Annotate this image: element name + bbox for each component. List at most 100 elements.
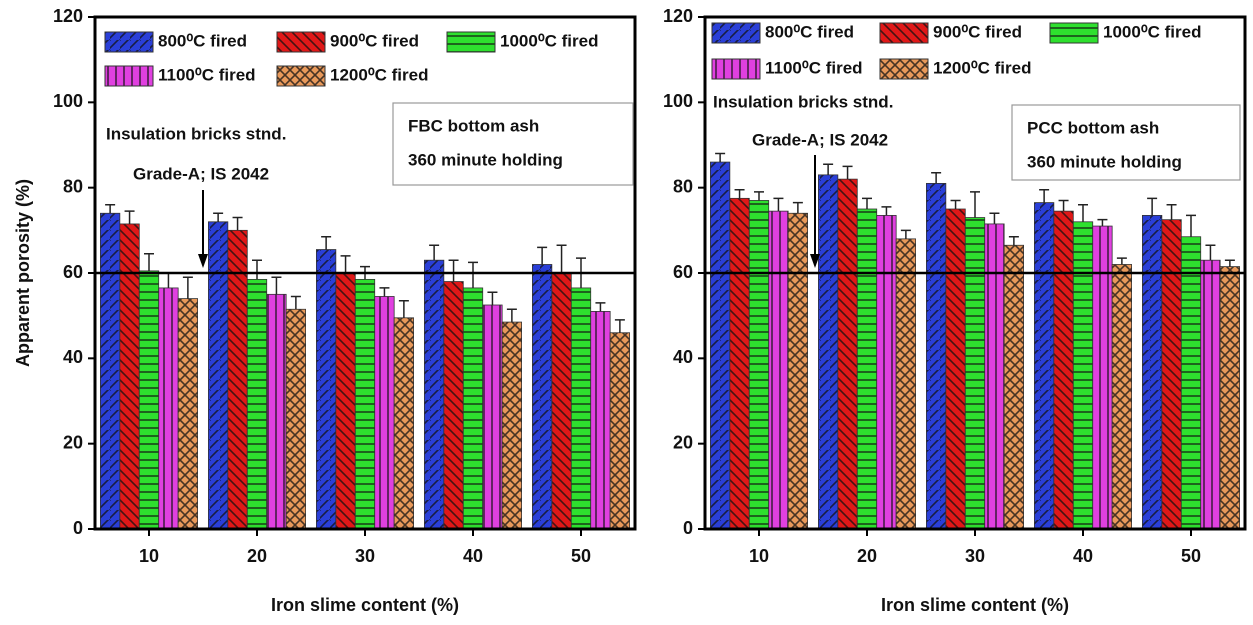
x-tick-label: 50 bbox=[571, 546, 591, 566]
error-bar bbox=[556, 244, 567, 273]
bar bbox=[462, 287, 484, 530]
bar bbox=[266, 293, 287, 530]
error-bar bbox=[1058, 199, 1069, 212]
y-tick-label: 120 bbox=[53, 6, 83, 26]
x-tick-label: 20 bbox=[857, 546, 877, 566]
y-axis-label: Apparent porosity (%) bbox=[13, 179, 33, 367]
x-axis-label: Iron slime content (%) bbox=[881, 595, 1069, 615]
legend-label: 900⁰C fired bbox=[933, 22, 1022, 41]
error-bar bbox=[1166, 203, 1177, 220]
x-tick-label: 30 bbox=[355, 546, 375, 566]
bar bbox=[710, 161, 731, 530]
y-tick-label: 80 bbox=[673, 176, 693, 196]
bar bbox=[570, 287, 592, 530]
legend-swatch bbox=[446, 31, 496, 53]
error-bar bbox=[734, 189, 745, 199]
legend-label: 800⁰C fired bbox=[158, 31, 247, 50]
y-tick-label: 100 bbox=[663, 91, 693, 111]
bar bbox=[984, 223, 1005, 530]
bar bbox=[856, 208, 878, 530]
x-axis-label: Iron slime content (%) bbox=[271, 595, 459, 615]
y-tick-label: 20 bbox=[63, 432, 83, 452]
bar bbox=[1092, 225, 1113, 530]
legend-label: 1200⁰C fired bbox=[330, 65, 428, 84]
error-bar bbox=[931, 171, 942, 184]
bar bbox=[876, 214, 897, 530]
legend-swatch bbox=[276, 65, 326, 87]
bar bbox=[285, 308, 307, 530]
legend-swatch bbox=[276, 31, 326, 53]
legend-label: 1000⁰C fired bbox=[500, 31, 598, 50]
x-tick-label: 40 bbox=[463, 546, 483, 566]
bar bbox=[335, 272, 356, 530]
legend-swatch bbox=[711, 58, 761, 80]
y-tick-label: 0 bbox=[73, 518, 83, 538]
arrow-head bbox=[198, 254, 208, 268]
error-bar bbox=[124, 210, 135, 224]
annotation: Grade-A; IS 2042 bbox=[752, 130, 888, 149]
y-tick-label: 0 bbox=[683, 518, 693, 538]
error-bar bbox=[340, 255, 351, 273]
error-bar bbox=[970, 191, 980, 218]
legend-label: 800⁰C fired bbox=[765, 22, 854, 41]
error-bar bbox=[900, 229, 911, 239]
legend-label: 1100⁰C fired bbox=[765, 58, 863, 77]
y-tick-label: 40 bbox=[673, 347, 693, 367]
bar bbox=[1219, 266, 1241, 530]
error-bar bbox=[1039, 189, 1050, 203]
bar bbox=[609, 332, 630, 530]
error-bar bbox=[398, 299, 409, 318]
legend-swatch bbox=[879, 22, 929, 44]
y-tick-label: 60 bbox=[673, 262, 693, 282]
bar bbox=[374, 296, 395, 530]
error-bar bbox=[506, 308, 517, 323]
bar bbox=[177, 298, 199, 530]
bar bbox=[837, 178, 858, 530]
bar bbox=[768, 210, 789, 530]
error-bar bbox=[1186, 214, 1196, 237]
error-bar bbox=[232, 216, 243, 231]
legend-label: 1100⁰C fired bbox=[158, 65, 256, 84]
error-bar bbox=[379, 287, 390, 297]
bar bbox=[501, 321, 523, 530]
error-bar bbox=[842, 165, 853, 180]
error-bar bbox=[271, 276, 282, 295]
error-bar bbox=[1097, 218, 1108, 227]
bar bbox=[1180, 236, 1202, 530]
y-tick-label: 100 bbox=[53, 91, 83, 111]
error-bar bbox=[595, 302, 606, 312]
bar bbox=[100, 212, 121, 530]
bar bbox=[551, 272, 572, 530]
error-bar bbox=[881, 206, 892, 216]
bar bbox=[787, 212, 808, 530]
bar bbox=[926, 182, 947, 530]
x-tick-label: 10 bbox=[749, 546, 769, 566]
error-bar bbox=[950, 199, 961, 209]
error-bar bbox=[537, 246, 548, 265]
bar bbox=[423, 259, 445, 530]
x-tick-label: 30 bbox=[965, 546, 985, 566]
note-text: 360 minute holding bbox=[1027, 152, 1182, 171]
error-bar bbox=[862, 197, 872, 209]
error-bar bbox=[1008, 235, 1019, 246]
annotation: Insulation bricks stnd. bbox=[713, 92, 893, 111]
bar bbox=[590, 310, 611, 530]
bar bbox=[1053, 210, 1074, 530]
arrow-head bbox=[810, 254, 820, 268]
error-bar bbox=[468, 261, 478, 288]
bar bbox=[1003, 244, 1024, 530]
note-text: PCC bottom ash bbox=[1027, 118, 1159, 137]
bar bbox=[945, 208, 966, 530]
error-bar bbox=[144, 253, 154, 271]
annotation: Insulation bricks stnd. bbox=[106, 124, 286, 143]
annotation: Grade-A; IS 2042 bbox=[133, 164, 269, 183]
y-tick-label: 80 bbox=[63, 176, 83, 196]
bar bbox=[818, 174, 839, 530]
bar bbox=[354, 278, 376, 530]
bar bbox=[207, 221, 229, 530]
error-bar bbox=[1224, 259, 1235, 267]
y-tick-label: 20 bbox=[673, 432, 693, 452]
error-bar bbox=[163, 272, 174, 288]
bar bbox=[1111, 264, 1133, 530]
